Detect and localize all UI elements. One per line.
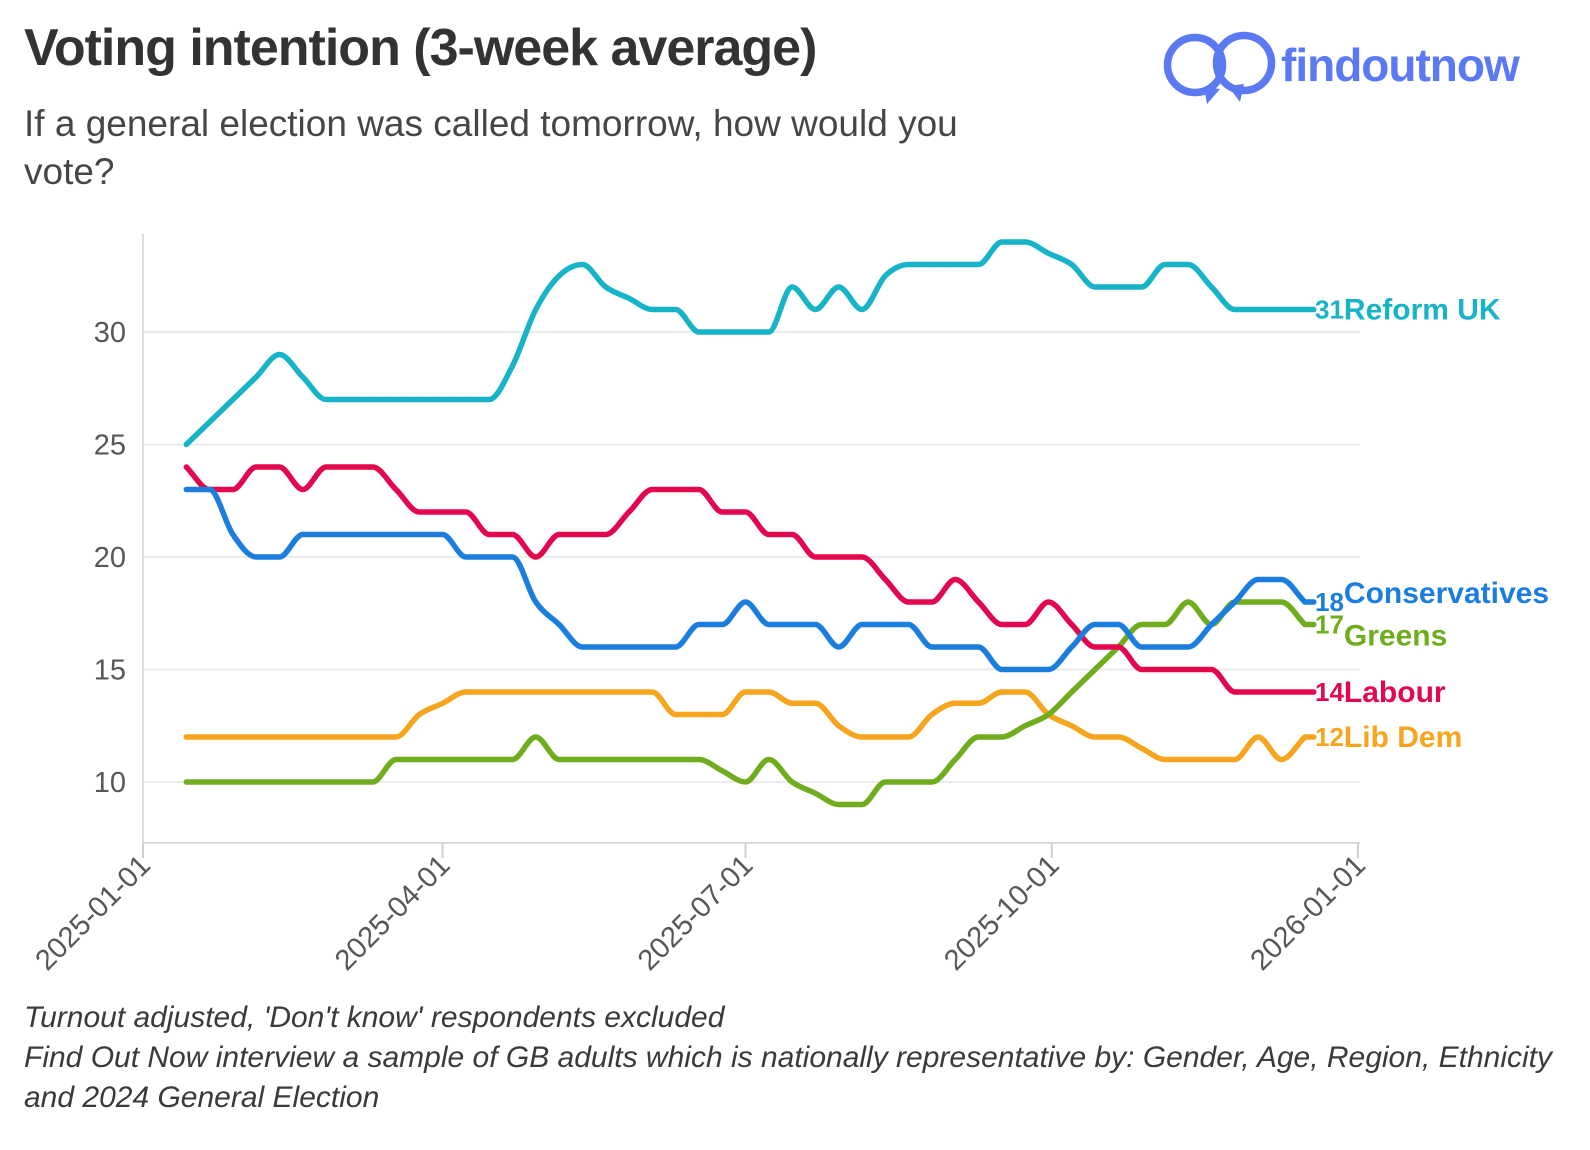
series-name-conservatives: Conservatives <box>1344 577 1549 610</box>
series-end-value-conservatives: 18 <box>1315 587 1344 617</box>
series-name-reform-uk: Reform UK <box>1344 294 1501 327</box>
y-tick-label-25: 25 <box>94 430 126 462</box>
x-tick-label-2025-04-01: 2025-04-01 <box>329 849 457 977</box>
series-line-lib-dem <box>183 689 1317 763</box>
series-line-conservatives <box>183 486 1317 673</box>
footer-line-3: and 2024 General Election <box>24 1080 380 1114</box>
brand-name: findoutnow <box>1281 39 1520 91</box>
x-tick-label-2025-10-01: 2025-10-01 <box>938 849 1066 977</box>
subtitle-line-2: vote? <box>24 151 115 193</box>
page-title: Voting intention (3-week average) <box>24 19 817 77</box>
y-tick-label-10: 10 <box>94 767 126 799</box>
series-line-reform-uk <box>183 239 1317 448</box>
series-end-value-lib-dem: 12 <box>1315 722 1344 752</box>
y-tick-label-20: 20 <box>94 542 126 574</box>
subtitle-line-1: If a general election was called tomorro… <box>24 103 958 144</box>
series-end-label-greens: 17Greens <box>1315 610 1447 653</box>
x-tick-label-2025-01-01: 2025-01-01 <box>29 849 157 977</box>
series-end-value-reform-uk: 31 <box>1315 295 1344 325</box>
footer-line-1: Turnout adjusted, 'Don't know' responden… <box>24 1001 725 1034</box>
footer-line-2: Find Out Now interview a sample of GB ad… <box>24 1040 1552 1074</box>
series-end-label-lib-dem: 12Lib Dem <box>1315 721 1462 754</box>
speech-bubbles-icon <box>1163 31 1276 104</box>
series-end-value-greens: 17 <box>1315 610 1344 640</box>
series-line-labour <box>183 464 1317 695</box>
findoutnow-logo: findoutnow <box>1163 31 1521 104</box>
x-tick-label-2026-01-01: 2026-01-01 <box>1244 849 1372 977</box>
x-tick-label-2025-07-01: 2025-07-01 <box>632 849 760 977</box>
series-end-label-reform-uk: 31Reform UK <box>1315 294 1501 327</box>
page-subtitle: If a general election was called tomorro… <box>24 100 958 196</box>
series-name-lib-dem: Lib Dem <box>1344 721 1462 754</box>
series-name-labour: Labour <box>1344 676 1446 709</box>
series-end-value-labour: 14 <box>1315 677 1344 707</box>
series-line-greens <box>183 599 1317 808</box>
y-tick-label-30: 30 <box>94 317 126 349</box>
series-name-greens: Greens <box>1344 620 1447 653</box>
footer-notes: Turnout adjusted, 'Don't know' responden… <box>24 998 1552 1118</box>
series-end-label-labour: 14Labour <box>1315 676 1446 709</box>
y-tick-label-15: 15 <box>94 655 126 687</box>
series-end-label-conservatives: 18Conservatives <box>1315 577 1549 617</box>
